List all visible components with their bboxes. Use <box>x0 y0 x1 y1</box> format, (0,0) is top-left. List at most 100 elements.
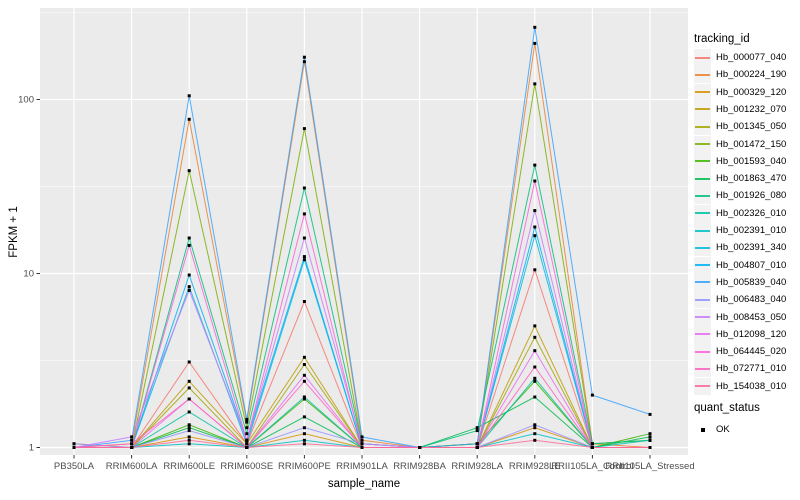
data-point <box>302 395 306 399</box>
legend-item-Hb_001472_150: Hb_001472_150 <box>694 135 787 153</box>
legend: tracking_id Hb_000077_040 Hb_000224_190 Hb… <box>692 0 800 500</box>
series-line-key-icon <box>694 187 711 205</box>
legend-item-label: Hb_064445_020 <box>716 346 787 358</box>
data-point <box>533 234 537 238</box>
legend-item-label: Hb_001472_150 <box>716 138 787 150</box>
data-point <box>533 324 537 328</box>
legend-item-Hb_000077_040: Hb_000077_040 <box>694 49 786 66</box>
legend-item-Hb_002391_340: Hb_002391_340 <box>694 239 786 257</box>
series-line-key-icon <box>694 222 711 239</box>
data-point <box>302 355 306 359</box>
data-point <box>187 442 191 446</box>
data-point <box>533 349 537 353</box>
y-axis-title: FPKM + 1 <box>8 206 20 258</box>
x-axis-title: sample_name <box>327 478 401 490</box>
data-point <box>533 426 537 430</box>
data-point <box>302 432 306 436</box>
legend-item-Hb_005839_040: Hb_005839_040 <box>694 273 787 291</box>
data-point <box>360 446 364 449</box>
data-point <box>648 435 652 439</box>
legend-item-label: Hb_000224_190 <box>716 69 787 81</box>
legend-item-Hb_001232_070: Hb_001232_070 <box>694 100 787 118</box>
x-tick-label: PB350LA <box>54 461 95 472</box>
data-point <box>187 169 191 173</box>
series-line-key-icon <box>694 83 711 101</box>
data-point <box>533 209 537 213</box>
legend-item-Hb_001593_040: Hb_001593_040 <box>694 152 786 170</box>
data-point <box>533 335 537 339</box>
legend-item-label: Hb_006483_040 <box>716 294 787 306</box>
x-tick-label: RRIM901LA <box>336 461 388 472</box>
legend-item-Hb_008453_050: Hb_008453_050 <box>694 308 786 326</box>
series-line-key-icon <box>694 152 711 170</box>
data-point <box>302 363 306 366</box>
data-point <box>302 212 306 216</box>
legend-item-Hb_001345_050: Hb_001345_050 <box>694 118 786 136</box>
x-tick-label: RRIM928LE <box>509 461 561 472</box>
legend-item-label: Hb_005839_040 <box>716 276 787 288</box>
data-point <box>302 236 306 240</box>
data-point <box>187 397 191 401</box>
legend-item-label: Hb_000329_120 <box>716 86 787 98</box>
legend-item-Hb_000224_190: Hb_000224_190 <box>694 66 787 84</box>
series-line-key-icon <box>694 135 711 153</box>
data-point <box>187 438 191 442</box>
legend-item-Hb_064445_020: Hb_064445_020 <box>694 343 787 361</box>
legend-item-label: Hb_001232_070 <box>716 103 787 115</box>
legend-item-label: OK <box>716 424 730 435</box>
data-point <box>187 426 191 430</box>
data-point <box>648 432 652 436</box>
data-point <box>187 360 191 364</box>
data-point <box>533 423 537 427</box>
data-point <box>302 60 306 64</box>
legend-item-ok: OK <box>694 421 730 438</box>
data-point <box>302 379 306 383</box>
series-line-key-icon <box>694 256 711 274</box>
data-point <box>130 438 134 442</box>
data-point <box>302 438 306 442</box>
legend-item-Hb_012098_120: Hb_012098_120 <box>694 325 787 343</box>
data-point <box>187 117 191 121</box>
x-tick-label: RRIM600PE <box>278 461 331 472</box>
legend-item-label: Hb_004807_010 <box>716 259 787 271</box>
x-tick-label: RRIM928BA <box>393 461 446 472</box>
data-point <box>187 288 191 292</box>
legend-item-label: Hb_002326_010 <box>716 207 787 219</box>
data-point <box>245 438 249 442</box>
legend-item-Hb_154038_010: Hb_154038_010 <box>694 377 786 395</box>
data-point <box>302 127 306 131</box>
y-tick-label: 1 <box>29 443 34 454</box>
data-point <box>245 432 249 436</box>
legend-title-quant-status: quant_status <box>694 402 760 414</box>
data-point <box>590 442 594 446</box>
legend-item-label: Hb_002391_010 <box>716 225 787 236</box>
series-line-key-icon <box>694 273 711 291</box>
data-point <box>418 446 422 449</box>
data-point <box>302 300 306 303</box>
data-point <box>187 429 191 433</box>
data-point <box>72 442 76 446</box>
legend-title-tracking-id: tracking_id <box>694 33 750 45</box>
data-point <box>533 82 537 86</box>
data-point <box>245 417 249 421</box>
data-point <box>302 415 306 419</box>
data-point <box>533 268 537 272</box>
data-point <box>533 432 537 436</box>
data-point <box>187 243 191 247</box>
ok-square-point-icon <box>694 421 711 438</box>
legend-item-label: Hb_012098_120 <box>716 328 787 340</box>
data-point <box>533 365 537 369</box>
data-point <box>533 438 537 442</box>
data-point <box>130 442 134 446</box>
series-line-key-icon <box>694 239 711 257</box>
x-tick-label: RRII105LA_Stressed <box>605 461 694 472</box>
data-point <box>187 379 191 383</box>
series-line-key-icon <box>694 118 711 136</box>
series-line-key-icon <box>694 308 711 326</box>
data-point <box>130 435 134 439</box>
data-point <box>648 446 652 449</box>
data-point <box>72 446 76 449</box>
series-line-key-icon <box>694 204 711 222</box>
data-point <box>533 225 537 229</box>
